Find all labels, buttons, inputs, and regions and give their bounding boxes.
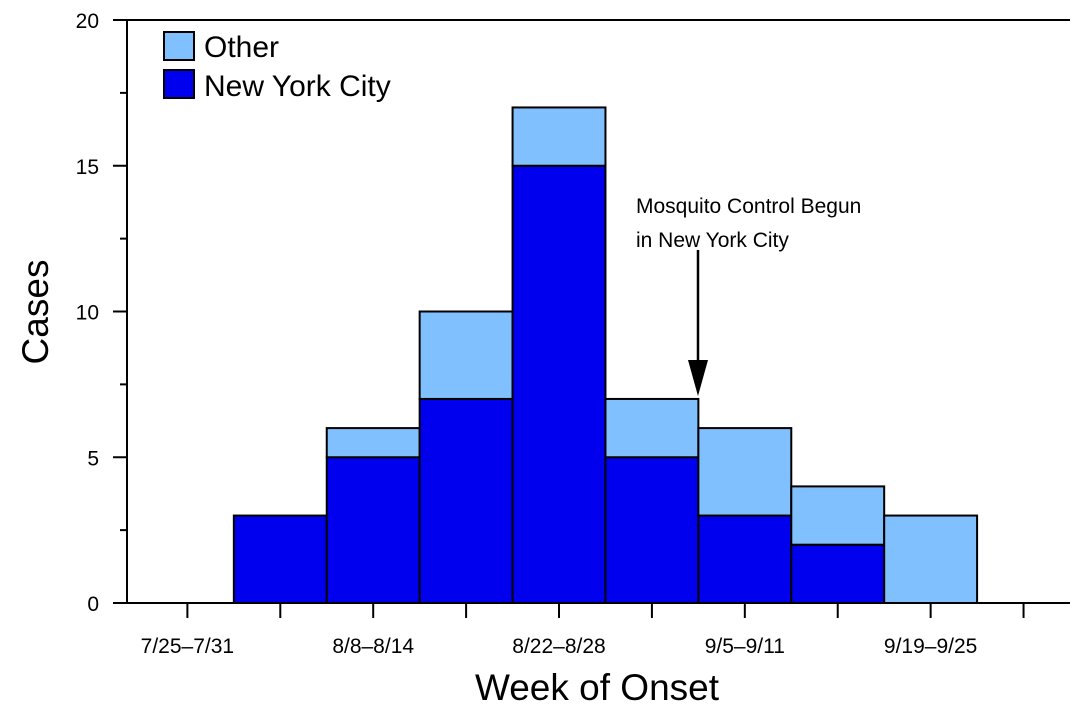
x-tick-label: 7/25–7/31: [141, 635, 234, 658]
y-tick-label: 15: [76, 156, 99, 179]
legend-swatch-other: [163, 31, 195, 61]
bar-new-york-city-8-1-8-7: [232, 514, 328, 604]
y-tick-label: 0: [87, 593, 99, 616]
legend-label-other: Other: [204, 31, 279, 64]
bar-new-york-city-9-5-9-11: [697, 514, 793, 604]
bar-other-8-8-8-14: [325, 427, 421, 459]
legend-swatch-new-york-city: [163, 69, 195, 99]
annotation-arrow-head: [688, 360, 708, 396]
x-tick-label: 9/19–9/25: [884, 635, 977, 658]
x-tick-label: 9/5–9/11: [705, 635, 785, 658]
bar-new-york-city-8-29-9-4: [604, 456, 700, 604]
bar-other-9-19-9-25: [883, 514, 979, 604]
bar-other-9-12-9-18: [790, 485, 886, 546]
bar-other-8-29-9-4: [604, 397, 700, 459]
y-axis-title: Cases: [15, 260, 56, 365]
bar-other-8-15-8-21: [418, 310, 514, 400]
y-tick-label: 10: [76, 302, 99, 325]
bars: [232, 106, 979, 605]
bar-new-york-city-8-22-8-28: [511, 164, 607, 604]
y-tick-label: 20: [76, 10, 99, 33]
x-ticks: 7/25–7/31 8/8–8/14 8/22–8/28 9/5–9/11 9/19–9…: [141, 603, 1025, 658]
bar-other-9-5-9-11: [697, 427, 793, 517]
annotation-line-1: Mosquito Control Begun: [636, 195, 861, 218]
x-axis-title: Week of Onset: [475, 667, 720, 706]
bar-new-york-city-8-15-8-21: [418, 397, 514, 605]
bar-new-york-city-9-12-9-18: [790, 543, 886, 605]
annotation: Mosquito Control Begun in New York City: [636, 195, 861, 396]
x-tick-label: 8/22–8/28: [512, 635, 605, 658]
legend: Other New York City: [163, 31, 391, 103]
x-tick-label: 8/8–8/14: [332, 635, 414, 658]
y-ticks: 0 5 10 15 20: [76, 10, 127, 616]
bar-new-york-city-8-8-8-14: [325, 456, 421, 604]
bar-other-8-22-8-28: [511, 106, 607, 167]
y-tick-label: 5: [87, 447, 99, 470]
annotation-line-2: in New York City: [636, 229, 789, 252]
legend-label-new-york-city: New York City: [204, 70, 391, 103]
